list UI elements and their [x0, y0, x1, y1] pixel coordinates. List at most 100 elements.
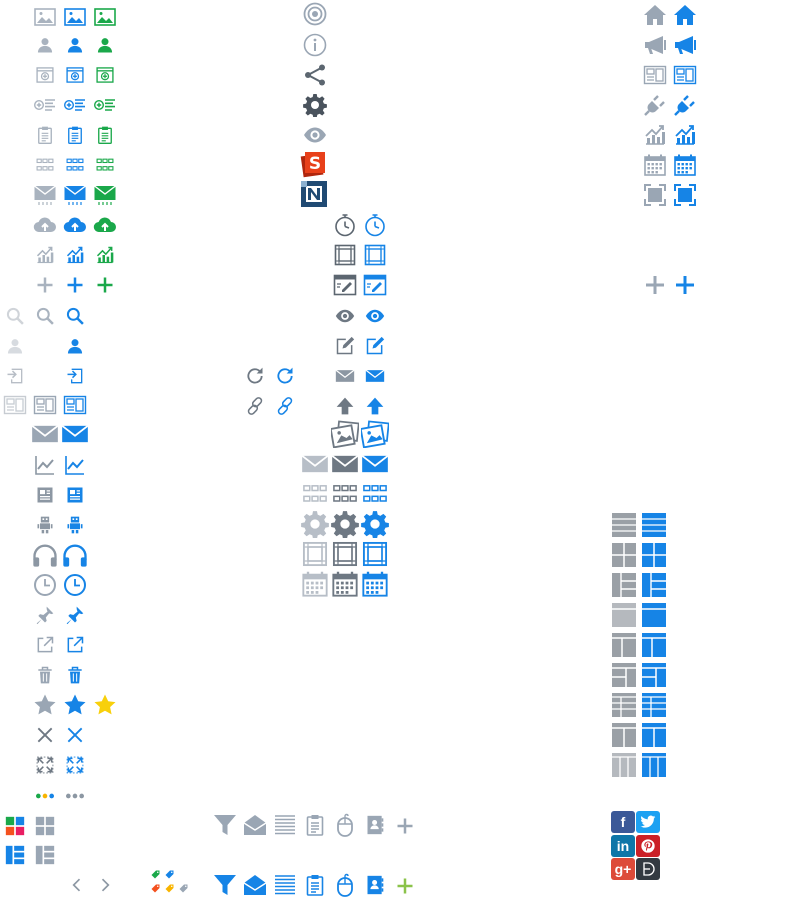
fullscreen-icon[interactable] [643, 183, 667, 207]
layout-list-icon[interactable] [612, 693, 636, 717]
image-icon[interactable] [93, 5, 117, 29]
layout-sidebar-icon[interactable] [612, 573, 636, 597]
twitter-icon[interactable] [636, 811, 660, 833]
mouse-icon[interactable] [333, 873, 357, 897]
add-list-icon[interactable] [63, 93, 87, 117]
filter-icon[interactable] [213, 873, 237, 897]
layout-split-right-icon[interactable] [612, 663, 636, 687]
layout-split-right-icon[interactable] [642, 663, 666, 687]
link-icon[interactable] [245, 396, 265, 416]
cloud-upload-icon[interactable] [63, 213, 87, 237]
layout-header-icon[interactable] [612, 603, 636, 627]
frame-icon[interactable] [333, 243, 357, 267]
mail-inbox-icon[interactable] [63, 183, 87, 207]
facebook-icon[interactable]: f [611, 811, 635, 833]
stopwatch-icon[interactable] [363, 213, 387, 237]
plus-icon[interactable] [35, 275, 55, 295]
mail-icon[interactable] [301, 450, 329, 478]
plug-icon[interactable] [673, 93, 697, 117]
gear-icon[interactable] [361, 510, 389, 538]
search-icon[interactable] [5, 306, 25, 326]
headphones-icon[interactable] [31, 541, 59, 569]
line-chart-icon[interactable] [33, 453, 57, 477]
user-icon[interactable] [95, 35, 115, 55]
colored-tiles-icon[interactable] [5, 816, 25, 836]
add-window-icon[interactable] [35, 65, 55, 85]
pin-icon[interactable] [35, 605, 55, 625]
grid-icon[interactable] [301, 480, 329, 508]
n-logo-icon[interactable] [300, 180, 328, 208]
plus-icon[interactable] [395, 876, 415, 896]
trash-icon[interactable] [35, 665, 55, 685]
calendar-icon[interactable] [361, 570, 389, 598]
tags-icon[interactable] [149, 868, 195, 898]
layout-header-icon[interactable] [642, 603, 666, 627]
home-icon[interactable] [643, 3, 667, 27]
growth-chart-icon[interactable] [95, 245, 115, 265]
tiles-icon[interactable] [35, 816, 55, 836]
calendar-icon[interactable] [643, 153, 667, 177]
linkedin-icon[interactable]: in [611, 835, 635, 857]
layout-quad-icon[interactable] [612, 543, 636, 567]
layout-sidebar-icon[interactable] [642, 573, 666, 597]
layout-icon[interactable] [673, 63, 697, 87]
plus-icon[interactable] [95, 275, 115, 295]
stopwatch-icon[interactable] [333, 213, 357, 237]
add-list-icon[interactable] [93, 93, 117, 117]
upload-arrow-icon[interactable] [365, 396, 385, 416]
clipboard-icon[interactable] [35, 125, 55, 145]
expand-icon[interactable] [65, 755, 85, 775]
add-window-icon[interactable] [65, 65, 85, 85]
plus-icon[interactable] [643, 273, 667, 297]
frame-icon[interactable] [361, 540, 389, 568]
clipboard-icon[interactable] [65, 125, 85, 145]
mail-icon[interactable] [361, 450, 389, 478]
user-icon[interactable] [5, 336, 25, 356]
layout-icon[interactable] [3, 393, 27, 417]
sidebar-layout-icon[interactable] [35, 845, 55, 865]
link-icon[interactable] [275, 396, 295, 416]
dots-icon[interactable] [65, 786, 85, 806]
calendar-icon[interactable] [673, 153, 697, 177]
grid-icon[interactable] [331, 480, 359, 508]
search-icon[interactable] [35, 306, 55, 326]
grid-icon[interactable] [65, 155, 85, 175]
frame-icon[interactable] [363, 243, 387, 267]
grid-icon[interactable] [95, 155, 115, 175]
robot-icon[interactable] [65, 515, 85, 535]
image-icon[interactable] [33, 5, 57, 29]
upload-arrow-icon[interactable] [335, 396, 355, 416]
megaphone-icon[interactable] [673, 33, 697, 57]
news-icon[interactable] [65, 485, 85, 505]
target-icon[interactable] [303, 2, 327, 26]
add-window-icon[interactable] [95, 65, 115, 85]
s-logo-icon[interactable]: S [300, 150, 328, 178]
images-icon[interactable] [331, 420, 359, 448]
layout-list-icon[interactable] [642, 693, 666, 717]
star-icon[interactable] [93, 693, 117, 717]
edit-window-icon[interactable] [333, 273, 357, 297]
headphones-icon[interactable] [61, 541, 89, 569]
google-plus-icon[interactable]: g+ [611, 858, 635, 880]
home-icon[interactable] [673, 3, 697, 27]
eye-icon[interactable] [335, 306, 355, 326]
growth-chart-icon[interactable] [643, 123, 667, 147]
eye-icon[interactable] [303, 123, 327, 147]
calendar-icon[interactable] [301, 570, 329, 598]
calendar-icon[interactable] [331, 570, 359, 598]
address-book-icon[interactable] [365, 815, 385, 835]
search-icon[interactable] [65, 306, 85, 326]
grid-icon[interactable] [35, 155, 55, 175]
trash-icon[interactable] [65, 665, 85, 685]
import-icon[interactable] [65, 366, 85, 386]
edit-icon[interactable] [335, 336, 355, 356]
edit-icon[interactable] [365, 336, 385, 356]
gear-icon[interactable] [303, 93, 327, 117]
clock-icon[interactable] [63, 573, 87, 597]
cloud-upload-icon[interactable] [33, 213, 57, 237]
gear-icon[interactable] [301, 510, 329, 538]
chevron-right-icon[interactable] [95, 875, 115, 895]
user-icon[interactable] [65, 336, 85, 356]
close-icon[interactable] [65, 725, 85, 745]
refresh-icon[interactable] [245, 366, 265, 386]
